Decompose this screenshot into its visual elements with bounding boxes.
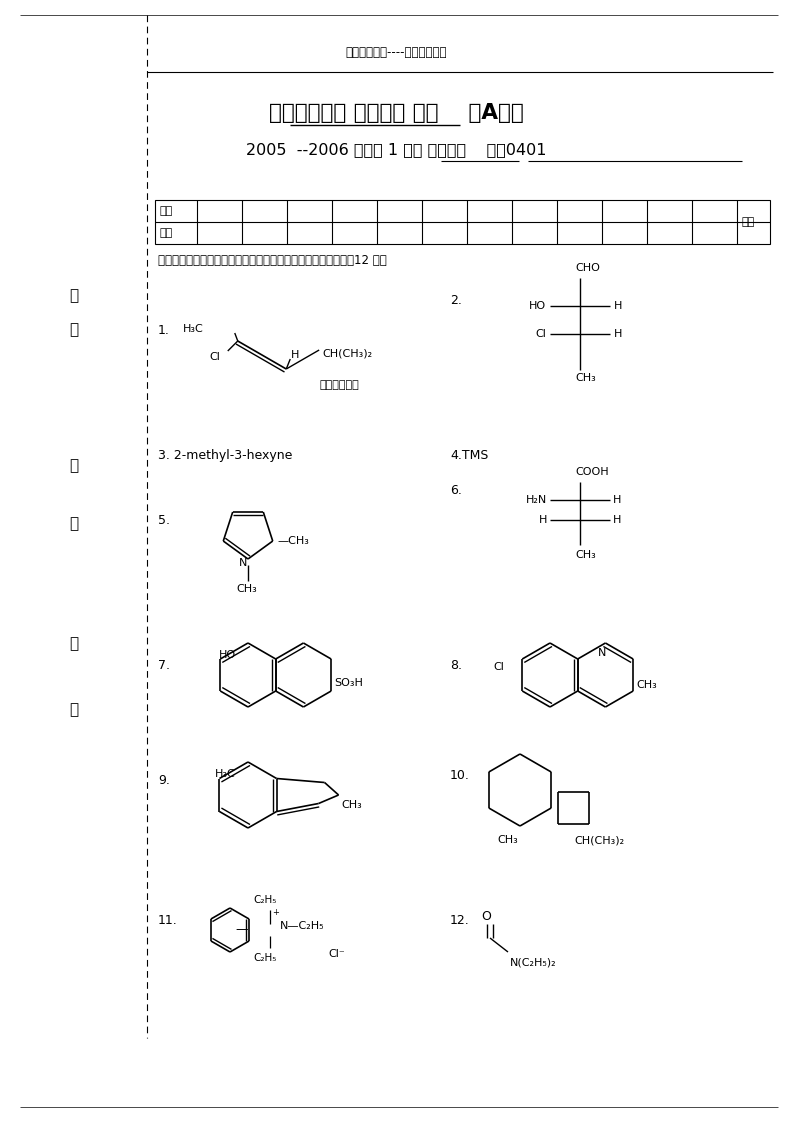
Text: 得分: 得分	[159, 228, 172, 238]
Text: CH(CH₃)₂: CH(CH₃)₂	[574, 835, 624, 845]
Text: H₂N: H₂N	[526, 495, 547, 505]
Text: 5.: 5.	[158, 514, 170, 526]
Text: 学: 学	[70, 459, 79, 473]
Bar	[155, 200, 770, 243]
Text: CH₃: CH₃	[575, 374, 596, 384]
Text: 班: 班	[70, 288, 79, 303]
Text: 级: 级	[70, 322, 79, 338]
Text: 2.: 2.	[450, 294, 462, 306]
Text: SO₃H: SO₃H	[334, 678, 363, 688]
Text: O: O	[481, 910, 491, 922]
Text: Cl: Cl	[535, 329, 546, 339]
Text: C₂H₅: C₂H₅	[253, 953, 277, 963]
Text: 2005  --2006 学年第 1 学期 使用班级    强化0401: 2005 --2006 学年第 1 学期 使用班级 强化0401	[247, 142, 546, 157]
Text: HO: HO	[529, 301, 546, 311]
Text: 9.: 9.	[158, 773, 170, 787]
Text: CH₃: CH₃	[342, 800, 362, 810]
Text: H₃C: H₃C	[215, 769, 236, 779]
Text: 一、对下列化合物命名或写出结构式（立体异构要写出构型）（12 分）: 一、对下列化合物命名或写出结构式（立体异构要写出构型）（12 分）	[158, 254, 387, 267]
Text: 总分: 总分	[742, 217, 755, 227]
Text: H: H	[614, 301, 623, 311]
Text: —CH₃: —CH₃	[278, 536, 309, 546]
Text: Cl: Cl	[209, 352, 220, 362]
Text: 号: 号	[70, 516, 79, 532]
Text: H: H	[538, 515, 547, 525]
Text: H: H	[291, 350, 300, 360]
Text: 1.: 1.	[158, 323, 170, 337]
Text: Cl⁻: Cl⁻	[328, 949, 345, 959]
Text: （英文名称）: （英文名称）	[320, 380, 360, 390]
Text: N: N	[598, 649, 607, 657]
Text: CH₃: CH₃	[636, 680, 657, 690]
Text: 精选优质文档----倾情为你奉上: 精选优质文档----倾情为你奉上	[346, 46, 447, 58]
Text: H: H	[613, 495, 622, 505]
Text: H: H	[614, 329, 623, 339]
Text: C₂H₅: C₂H₅	[253, 895, 277, 905]
Text: —: —	[235, 923, 247, 937]
Text: 3. 2-methyl-3-hexyne: 3. 2-methyl-3-hexyne	[158, 449, 293, 461]
Text: N(C₂H₅)₂: N(C₂H₅)₂	[510, 957, 557, 967]
Text: +: +	[272, 908, 279, 917]
Text: CH(CH₃)₂: CH(CH₃)₂	[322, 348, 372, 358]
Text: 题号: 题号	[159, 206, 172, 217]
Text: CH₃: CH₃	[575, 550, 596, 560]
Text: 12.: 12.	[450, 913, 469, 927]
Text: COOH: COOH	[575, 467, 608, 477]
Text: 姓: 姓	[70, 636, 79, 652]
Text: 名: 名	[70, 702, 79, 717]
Text: 10.: 10.	[450, 769, 470, 782]
Text: N—C₂H₅: N—C₂H₅	[280, 921, 324, 931]
Text: 8.: 8.	[450, 659, 462, 671]
Text: 4.TMS: 4.TMS	[450, 449, 488, 461]
Text: CH₃: CH₃	[236, 583, 257, 594]
Text: CH₃: CH₃	[498, 835, 519, 845]
Text: N: N	[239, 558, 247, 568]
Text: H₃C: H₃C	[183, 324, 204, 334]
Text: 6.: 6.	[450, 484, 462, 497]
Text: Cl: Cl	[493, 662, 504, 672]
Text: HO: HO	[219, 650, 236, 660]
Text: CHO: CHO	[575, 263, 600, 273]
Text: 11.: 11.	[158, 913, 178, 927]
Text: 南京工业大学 有机化学 试题    （A）卷: 南京工业大学 有机化学 试题 （A）卷	[269, 103, 524, 123]
Text: H: H	[613, 515, 622, 525]
Text: 7.: 7.	[158, 659, 170, 671]
